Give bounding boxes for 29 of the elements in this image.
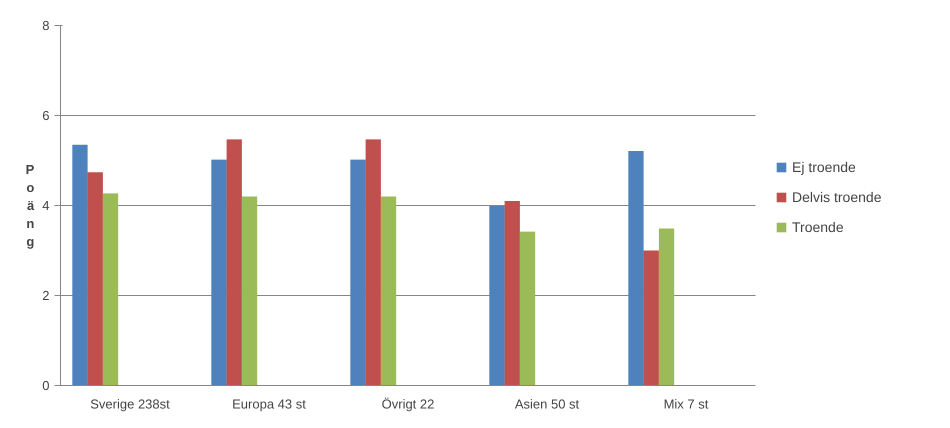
bar [88,172,103,386]
x-tick-label: Sverige 238st [90,396,170,412]
bar [504,201,520,386]
x-tick-label: Mix 7 st [664,396,709,412]
bar [520,232,536,386]
bar [211,160,227,386]
bar [380,196,396,386]
legend-label: Troende [792,219,844,235]
y-tick-label: 0 [42,378,50,393]
legend-label: Ej troende [792,159,856,175]
y-tick-label: 4 [42,198,50,213]
bar [489,206,505,386]
x-tick-label: Europa 43 st [232,396,306,412]
bar [350,160,366,386]
bar [102,193,118,386]
bar [366,139,381,386]
y-tick-label: 6 [42,108,50,123]
bar [658,228,674,386]
bar [242,196,258,386]
y-axis-title: Poäng [26,162,36,249]
y-tick-label: 2 [42,288,50,303]
x-tick-label: Asien 50 st [514,396,580,412]
bar [226,139,242,386]
legend-label: Delvis troende [792,189,882,205]
bar [644,250,659,386]
bar [72,144,88,386]
y-tick-label: 8 [42,18,50,33]
bar [628,151,644,386]
x-tick-label: Övrigt 22 [382,396,434,412]
